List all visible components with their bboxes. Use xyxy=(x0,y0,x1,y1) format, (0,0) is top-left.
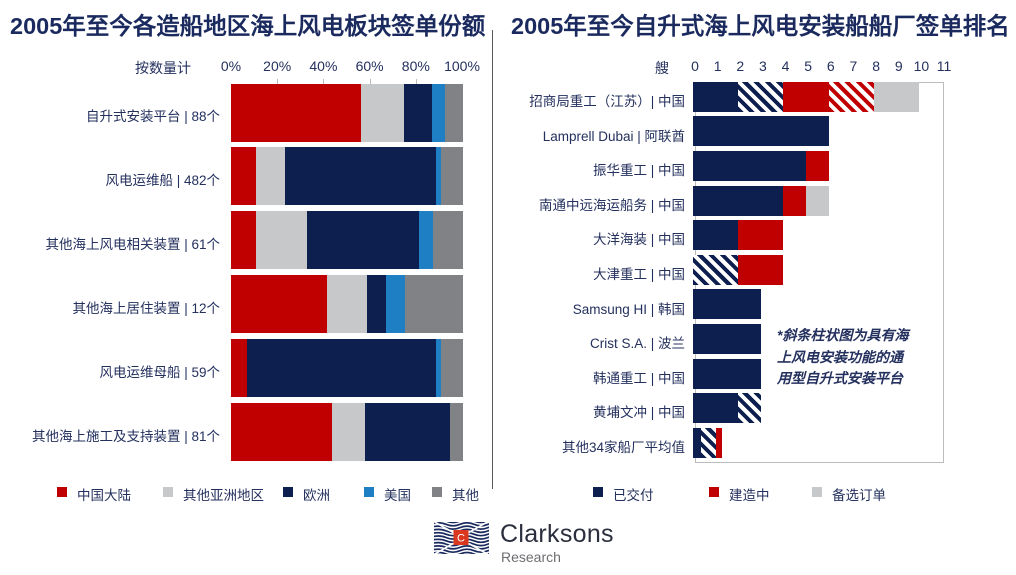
svg-text:C: C xyxy=(457,533,465,545)
